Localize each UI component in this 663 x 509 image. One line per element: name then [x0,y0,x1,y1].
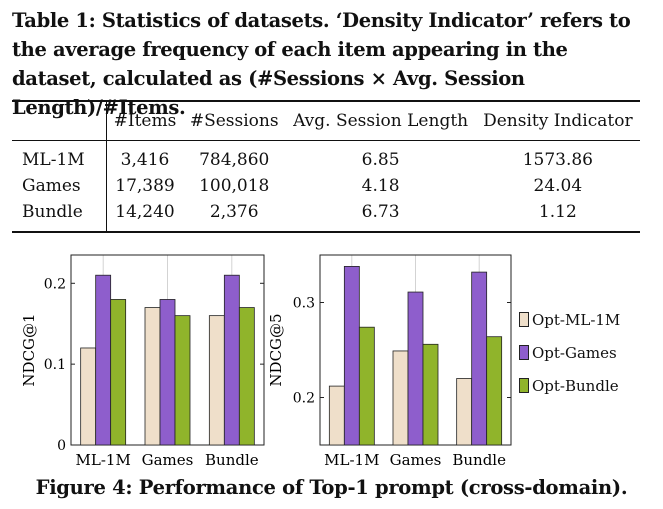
x-tick-label: ML-1M [324,451,379,469]
header-cell-sessions: #Sessions [189,111,279,131]
y-tick-label: 0.3 [293,296,315,312]
row-label: Games [12,173,107,199]
bar [80,347,97,446]
bar [422,343,439,446]
bar [174,315,191,446]
y-tick-label: 0.1 [44,357,66,373]
bar [343,265,360,446]
figure-caption: Figure 4: Performance of Top-1 prompt (c… [35,476,628,499]
y-axis-label: NDCG@5 [267,313,285,386]
legend-label: Opt-ML-1M [532,310,621,329]
y-tick-label: 0.2 [293,391,315,407]
bar [95,274,112,446]
table-cell: 784,860 [199,150,270,170]
bar [456,378,473,446]
legend-swatch [519,312,529,327]
bar [471,271,488,446]
header-cell-blank [12,101,107,141]
table-cell: 4.18 [361,176,400,196]
table-cell: 24.04 [533,176,583,196]
legend-swatch [519,345,529,360]
table-cell: 1.12 [538,202,577,222]
y-axis-label: NDCG@1 [20,313,38,386]
ndcg1-bar-chart: ML-1M Games Bundle 0 0.1 0.2 NDCG@1 [20,254,265,469]
bar [407,291,424,446]
legend-item-opt-games: Opt-Games [519,336,620,369]
table-cell: 14,240 [115,202,175,222]
bar [328,385,345,446]
x-tick-label: Games [142,451,194,469]
table-header-row: #Items #Sessions Avg. Session Length Den… [12,101,640,141]
legend-label: Opt-Games [532,343,617,362]
table-cell: 2,376 [209,202,259,222]
bar [110,299,127,446]
x-tick-label: Bundle [452,451,506,469]
table-cell: 6.85 [361,150,400,170]
table-cell: 17,389 [115,176,175,196]
legend-item-opt-bundle: Opt-Bundle [519,369,620,402]
bar [238,307,255,446]
row-label: ML-1M [12,140,107,173]
table-row: ML-1M 3,416 784,860 6.85 1573.86 [12,140,640,173]
header-cell-avg-session-length: Avg. Session Length [293,111,469,131]
bar [392,350,409,446]
table-cell: 3,416 [120,150,170,170]
header-cell-items: #Items [113,111,177,131]
table-cell: 6.73 [361,202,400,222]
legend-swatch [519,378,529,393]
bar [358,326,375,446]
bar [486,336,503,446]
x-tick-label: Bundle [205,451,259,469]
legend-label: Opt-Bundle [532,376,619,395]
y-tick-label: 0 [57,438,66,454]
y-tick-label: 0.2 [44,276,66,292]
table-cell: 100,018 [199,176,270,196]
table-row: Games 17,389 100,018 4.18 24.04 [12,173,640,199]
bar [144,307,161,446]
row-label: Bundle [12,199,107,232]
bar [208,315,225,446]
dataset-statistics-table: #Items #Sessions Avg. Session Length Den… [12,100,640,233]
bar [159,299,176,446]
table-row: Bundle 14,240 2,376 6.73 1.12 [12,199,640,232]
ndcg5-bar-chart: ML-1M Games Bundle 0.2 0.3 NDCG@5 [267,254,512,469]
table-cell: 1573.86 [522,150,594,170]
legend-item-opt-ml-1m: Opt-ML-1M [519,303,620,336]
x-tick-label: ML-1M [76,451,131,469]
x-tick-label: Games [390,451,442,469]
header-cell-density-indicator: Density Indicator [483,111,633,131]
chart-legend: Opt-ML-1M Opt-Games Opt-Bundle [519,303,620,402]
bar [223,274,240,446]
